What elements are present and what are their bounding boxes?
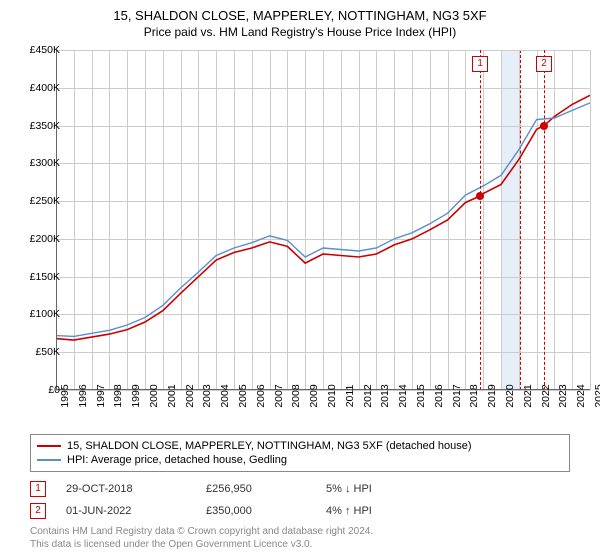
x-tick-label: 2025 bbox=[593, 384, 600, 407]
legend-swatch bbox=[37, 445, 61, 447]
x-tick-label: 2005 bbox=[237, 384, 249, 407]
x-tick-label: 1997 bbox=[95, 384, 107, 407]
x-tick-label: 2019 bbox=[486, 384, 498, 407]
plot-area: 12 bbox=[56, 50, 590, 390]
footer-line1: Contains HM Land Registry data © Crown c… bbox=[30, 526, 373, 539]
x-tick-label: 1999 bbox=[130, 384, 142, 407]
sale-diff: 4% ↑ HPI bbox=[326, 505, 426, 517]
x-tick-label: 2000 bbox=[148, 384, 160, 407]
x-tick-label: 2003 bbox=[201, 384, 213, 407]
sale-diff: 5% ↓ HPI bbox=[326, 483, 426, 495]
x-tick-label: 2014 bbox=[397, 384, 409, 407]
x-tick-label: 2017 bbox=[451, 384, 463, 407]
y-tick-label: £50K bbox=[10, 346, 60, 358]
x-tick-label: 1998 bbox=[112, 384, 124, 407]
y-axis bbox=[56, 50, 57, 390]
footer-attribution: Contains HM Land Registry data © Crown c… bbox=[30, 526, 373, 551]
chart-subtitle: Price paid vs. HM Land Registry's House … bbox=[0, 23, 600, 45]
sale-marker-1: 1 bbox=[472, 56, 488, 72]
legend-label: 15, SHALDON CLOSE, MAPPERLEY, NOTTINGHAM… bbox=[67, 440, 472, 452]
footer-line2: This data is licensed under the Open Gov… bbox=[30, 539, 373, 552]
series-blue bbox=[56, 103, 590, 337]
x-tick-label: 2010 bbox=[326, 384, 338, 407]
x-tick-label: 2001 bbox=[166, 384, 178, 407]
x-tick-label: 2023 bbox=[557, 384, 569, 407]
y-tick-label: £350K bbox=[10, 120, 60, 132]
sale-marker-2: 2 bbox=[536, 56, 552, 72]
x-tick-label: 2009 bbox=[308, 384, 320, 407]
x-tick-label: 2013 bbox=[379, 384, 391, 407]
legend-box: 15, SHALDON CLOSE, MAPPERLEY, NOTTINGHAM… bbox=[30, 434, 570, 472]
chart-container: 15, SHALDON CLOSE, MAPPERLEY, NOTTINGHAM… bbox=[0, 0, 600, 560]
legend-label: HPI: Average price, detached house, Gedl… bbox=[67, 454, 287, 466]
sale-num-box: 1 bbox=[30, 481, 46, 497]
y-tick-label: £400K bbox=[10, 82, 60, 94]
x-tick-label: 2006 bbox=[255, 384, 267, 407]
x-tick-label: 2016 bbox=[433, 384, 445, 407]
y-tick-label: £100K bbox=[10, 308, 60, 320]
x-tick-label: 1996 bbox=[77, 384, 89, 407]
x-tick-label: 2021 bbox=[522, 384, 534, 407]
legend-item: 15, SHALDON CLOSE, MAPPERLEY, NOTTINGHAM… bbox=[37, 439, 563, 453]
x-tick-label: 2012 bbox=[362, 384, 374, 407]
x-tick-label: 2022 bbox=[540, 384, 552, 407]
y-tick-label: £450K bbox=[10, 44, 60, 56]
x-tick-label: 2008 bbox=[290, 384, 302, 407]
y-tick-label: £250K bbox=[10, 195, 60, 207]
y-tick-label: £150K bbox=[10, 271, 60, 283]
sale-price: £256,950 bbox=[206, 483, 306, 495]
x-tick-label: 2020 bbox=[504, 384, 516, 407]
series-red bbox=[56, 95, 590, 340]
legend-item: HPI: Average price, detached house, Gedl… bbox=[37, 453, 563, 467]
sale-date: 01-JUN-2022 bbox=[66, 505, 186, 517]
x-tick-label: 2007 bbox=[273, 384, 285, 407]
sale-date: 29-OCT-2018 bbox=[66, 483, 186, 495]
legend-swatch bbox=[37, 459, 61, 461]
sale-row: 2 01-JUN-2022 £350,000 4% ↑ HPI bbox=[30, 500, 426, 522]
y-tick-label: £300K bbox=[10, 157, 60, 169]
x-tick-label: 2002 bbox=[184, 384, 196, 407]
x-tick-label: 2011 bbox=[344, 385, 356, 408]
x-tick-label: 1995 bbox=[59, 384, 71, 407]
x-tick-label: 2004 bbox=[219, 384, 231, 407]
chart-title: 15, SHALDON CLOSE, MAPPERLEY, NOTTINGHAM… bbox=[0, 0, 600, 23]
y-tick-label: £200K bbox=[10, 233, 60, 245]
sale-price: £350,000 bbox=[206, 505, 306, 517]
line-series-svg bbox=[56, 50, 590, 390]
x-tick-label: 2018 bbox=[468, 384, 480, 407]
sales-table: 1 29-OCT-2018 £256,950 5% ↓ HPI 2 01-JUN-2022… bbox=[30, 478, 426, 522]
x-tick-label: 2024 bbox=[575, 384, 587, 407]
x-tick-label: 2015 bbox=[415, 384, 427, 407]
y-tick-label: £0 bbox=[10, 384, 60, 396]
sale-row: 1 29-OCT-2018 £256,950 5% ↓ HPI bbox=[30, 478, 426, 500]
sale-num-box: 2 bbox=[30, 503, 46, 519]
